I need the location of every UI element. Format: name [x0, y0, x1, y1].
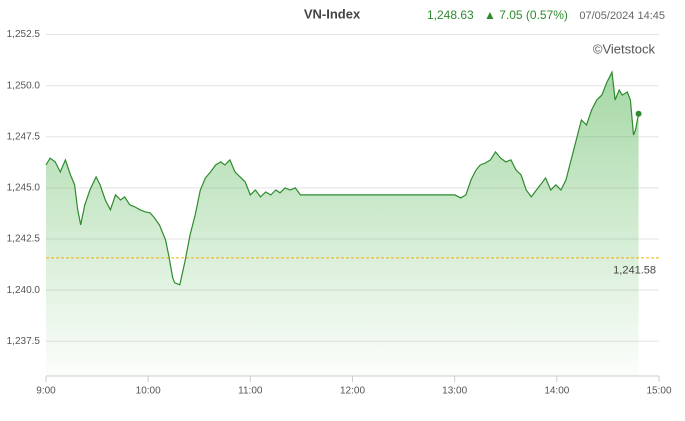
y-tick-label: 1,237.5 — [7, 336, 41, 347]
x-tick-label: 14:00 — [544, 386, 569, 397]
reference-label: 1,241.58 — [613, 265, 656, 277]
x-tick-label: 9:00 — [36, 386, 56, 397]
credit: ©Vietstock — [593, 41, 656, 56]
last-point — [635, 110, 642, 117]
y-tick-label: 1,242.5 — [7, 234, 41, 245]
date: 07/05/2024 14:45 — [579, 10, 665, 22]
y-tick-label: 1,245.0 — [7, 183, 41, 194]
line — [45, 70, 640, 286]
x-tick-label: 13:00 — [442, 386, 467, 397]
x-tick-label: 15:00 — [646, 386, 671, 397]
chart-title: VN-Index — [304, 6, 361, 21]
change: ▲ 7.05 (0.57%) — [484, 8, 568, 22]
area — [46, 72, 639, 376]
x-tick-label: 12:00 — [340, 386, 365, 397]
y-tick-label: 1,250.0 — [7, 80, 41, 91]
last-value: 1,248.63 — [427, 8, 474, 22]
x-tick-label: 10:00 — [136, 386, 161, 397]
y-tick-label: 1,240.0 — [7, 285, 41, 296]
x-tick-label: 11:00 — [238, 386, 263, 397]
y-tick-label: 1,252.5 — [7, 29, 41, 40]
y-tick-label: 1,247.5 — [7, 131, 41, 142]
